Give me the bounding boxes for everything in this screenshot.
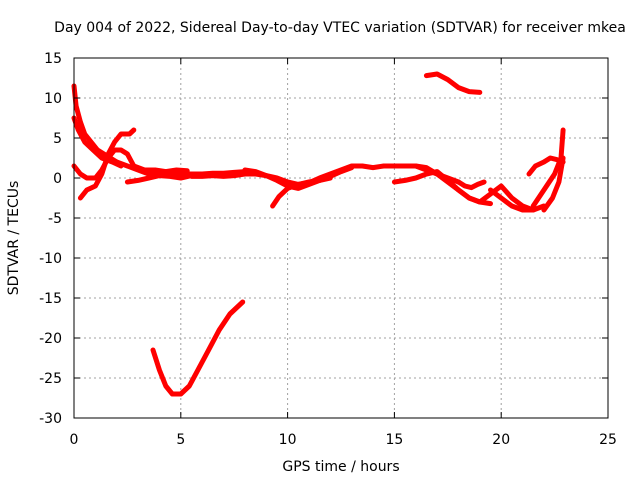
y-tick-label: -5 bbox=[48, 211, 62, 227]
y-tick-label: -15 bbox=[39, 291, 62, 307]
x-tick-label: 25 bbox=[599, 432, 617, 448]
data-series-arc-20 bbox=[150, 299, 246, 397]
x-tick-label: 0 bbox=[70, 432, 79, 448]
y-tick-label: 5 bbox=[53, 131, 62, 147]
chart-title: Day 004 of 2022, Sidereal Day-to-day VTE… bbox=[54, 20, 626, 36]
x-tick-label: 15 bbox=[385, 432, 403, 448]
data-series-group bbox=[71, 71, 566, 397]
data-series-arc-10 bbox=[242, 165, 355, 191]
y-axis-label: SDTVAR / TECUs bbox=[6, 181, 22, 296]
data-series-arc-18 bbox=[541, 155, 566, 213]
data-series-arc-8 bbox=[131, 163, 190, 175]
y-tick-label: 10 bbox=[44, 91, 62, 107]
y-tick-label: -20 bbox=[39, 331, 62, 347]
data-series-arc-5 bbox=[120, 127, 137, 137]
data-series-arc-19 bbox=[423, 71, 483, 95]
data-series-arc-14 bbox=[456, 179, 487, 191]
y-tick-label: 0 bbox=[53, 171, 62, 187]
data-series-arc-4 bbox=[77, 131, 128, 201]
data-series-arc-17 bbox=[530, 127, 566, 209]
y-tick-label: 15 bbox=[44, 51, 62, 67]
data-series-arc-11 bbox=[270, 175, 333, 209]
data-series-arc-7 bbox=[124, 169, 248, 185]
data-series-arc-6 bbox=[92, 147, 205, 177]
data-series-arc-13 bbox=[413, 163, 493, 207]
axis-ticks: 0 5 10 15 20 25 15 10 5 0 -5 -10 -15 -20 -25 -30 bbox=[39, 51, 617, 448]
x-tick-label: 5 bbox=[176, 432, 185, 448]
grid bbox=[74, 58, 608, 418]
x-tick-label: 10 bbox=[279, 432, 297, 448]
x-tick-label: 20 bbox=[492, 432, 510, 448]
y-tick-label: -10 bbox=[39, 251, 62, 267]
plot-frame bbox=[73, 57, 609, 419]
x-axis-label: GPS time / hours bbox=[282, 459, 399, 475]
data-series-arc-15 bbox=[488, 187, 547, 213]
y-tick-label: -25 bbox=[39, 371, 62, 387]
y-tick-label: -30 bbox=[39, 411, 62, 427]
